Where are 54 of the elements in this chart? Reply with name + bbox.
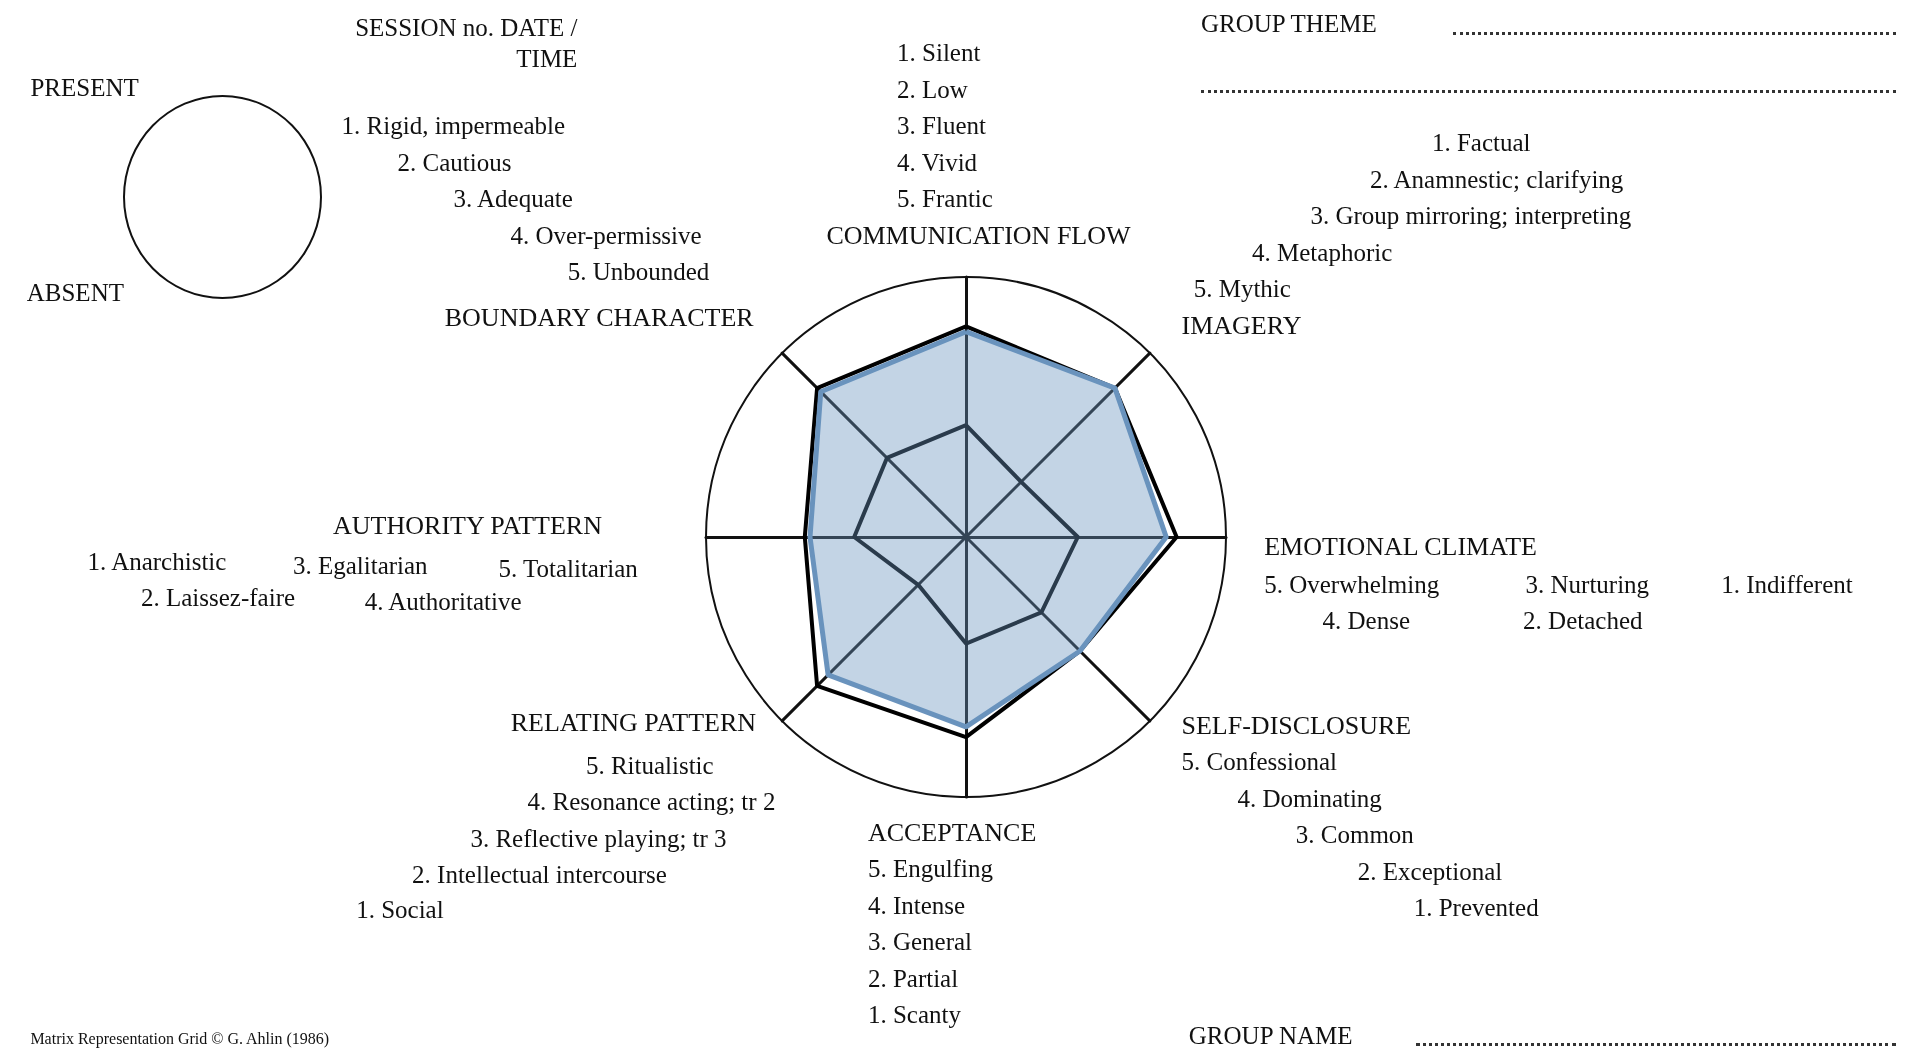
text: 5. Overwhelming — [1264, 570, 1440, 601]
text: 1. Rigid, impermeable — [341, 111, 566, 142]
text: 4. Authoritative — [364, 587, 522, 618]
text: 1. Indifferent — [1721, 570, 1853, 601]
text: 4. Metaphoric — [1252, 238, 1393, 269]
text: 4. Vivid — [897, 148, 978, 179]
text: 2. Cautious — [397, 148, 512, 179]
text: 2. Intellectual intercourse — [412, 860, 667, 891]
spoke-label: COMMUNICATION FLOW — [826, 219, 1131, 252]
text: 4. Dominating — [1237, 784, 1382, 814]
spoke-label: AUTHORITY PATTERN — [333, 510, 602, 543]
text: 1. Silent — [897, 38, 981, 69]
text: 1. Anarchistic — [87, 546, 227, 577]
text: 4. Intense — [867, 890, 966, 921]
text: SESSION no. DATE / TIME — [355, 12, 578, 74]
text: 5. Frantic — [897, 184, 993, 215]
text: 3. Egalitarian — [292, 551, 428, 582]
spoke-label: SELF-DISCLOSURE — [1181, 709, 1412, 742]
text: 4. Dense — [1322, 606, 1410, 637]
text: 4. Over-permissive — [510, 221, 702, 252]
text: 5. Mythic — [1193, 274, 1291, 305]
text: 5. Confessional — [1181, 747, 1338, 778]
text: 3. Nurturing — [1525, 570, 1650, 601]
text: 3. Adequate — [453, 184, 573, 215]
text: 1. Prevented — [1413, 893, 1539, 924]
text: 2. Detached — [1523, 606, 1643, 637]
text: 2. Exceptional — [1357, 856, 1503, 887]
text: 5. Unbounded — [567, 257, 710, 288]
text: 3. Group mirroring; interpreting — [1310, 201, 1632, 232]
text: Matrix Representation Grid © G. Ahlin (1986) — [30, 1029, 330, 1050]
text: 3. Reflective playing; tr 3 — [470, 824, 727, 855]
text: GROUP NAME — [1188, 1021, 1353, 1051]
spoke-label: RELATING PATTERN — [510, 707, 757, 739]
text: 3. Common — [1295, 820, 1414, 851]
text: 1. Social — [356, 895, 444, 926]
text: ABSENT — [26, 278, 124, 309]
spoke-label: ACCEPTANCE — [867, 816, 1037, 849]
text: 5. Ritualistic — [585, 751, 714, 782]
text: 1. Factual — [1431, 128, 1531, 159]
spoke-label: IMAGERY — [1181, 309, 1302, 342]
text: 2. Anamnestic; clarifying — [1369, 165, 1624, 196]
text: 2. Partial — [867, 963, 959, 994]
text: 4. Resonance acting; tr 2 — [527, 787, 776, 818]
text: 3. Fluent — [897, 111, 986, 142]
text: 2. Low — [897, 75, 968, 106]
text: PRESENT — [30, 72, 139, 103]
text: 5. Engulfing — [867, 854, 993, 885]
text: 2. Laissez-faire — [141, 583, 296, 614]
text: 1. Scanty — [867, 1000, 961, 1031]
text: 5. Totalitarian — [498, 554, 638, 585]
spoke-label: EMOTIONAL CLIMATE — [1264, 530, 1537, 563]
text: GROUP THEME — [1200, 9, 1377, 40]
spoke-label: BOUNDARY CHARACTER — [444, 302, 754, 335]
text: 3. General — [867, 927, 973, 958]
